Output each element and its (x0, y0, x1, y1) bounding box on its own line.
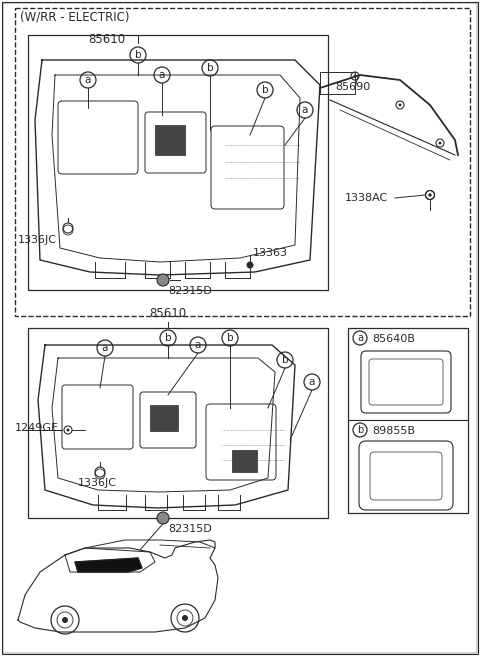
Text: 1249GE: 1249GE (15, 423, 59, 433)
Text: b: b (165, 333, 171, 343)
Circle shape (439, 142, 442, 144)
Bar (232, 450, 257, 472)
Text: a: a (102, 343, 108, 353)
Polygon shape (75, 558, 142, 572)
Text: a: a (159, 70, 165, 80)
Circle shape (62, 617, 68, 623)
Text: b: b (262, 85, 268, 95)
Text: 1336JC: 1336JC (18, 235, 57, 245)
Bar (28, 328, 328, 518)
Text: 13363: 13363 (253, 248, 288, 258)
Text: 1338AC: 1338AC (345, 193, 388, 203)
Circle shape (429, 194, 432, 197)
Circle shape (429, 194, 432, 197)
Text: b: b (227, 333, 233, 343)
Text: 1336JC: 1336JC (78, 478, 117, 488)
Bar (28, 35, 328, 290)
Text: a: a (302, 105, 308, 115)
Circle shape (67, 428, 70, 432)
Text: 82315D: 82315D (168, 286, 212, 296)
Text: 85690: 85690 (335, 82, 370, 92)
Text: a: a (85, 75, 91, 85)
Text: 89855B: 89855B (372, 426, 415, 436)
Bar (320, 72, 355, 94)
Text: 85640B: 85640B (372, 334, 415, 344)
Text: 82315D: 82315D (168, 524, 212, 534)
Circle shape (182, 615, 188, 621)
Text: 85610: 85610 (88, 33, 125, 46)
Text: b: b (207, 63, 213, 73)
Bar (150, 405, 178, 431)
Circle shape (398, 104, 401, 106)
Bar (15, 8, 470, 316)
Circle shape (157, 512, 169, 524)
Circle shape (353, 75, 357, 77)
Text: a: a (195, 340, 201, 350)
Text: 85610: 85610 (149, 307, 187, 320)
Text: a: a (309, 377, 315, 387)
Circle shape (247, 262, 253, 268)
Text: a: a (357, 333, 363, 343)
Circle shape (157, 274, 169, 286)
Text: b: b (282, 355, 288, 365)
Text: b: b (135, 50, 141, 60)
Bar (348, 328, 468, 513)
Text: (W/RR - ELECTRIC): (W/RR - ELECTRIC) (20, 10, 130, 23)
Bar (155, 125, 185, 155)
Text: b: b (357, 425, 363, 435)
